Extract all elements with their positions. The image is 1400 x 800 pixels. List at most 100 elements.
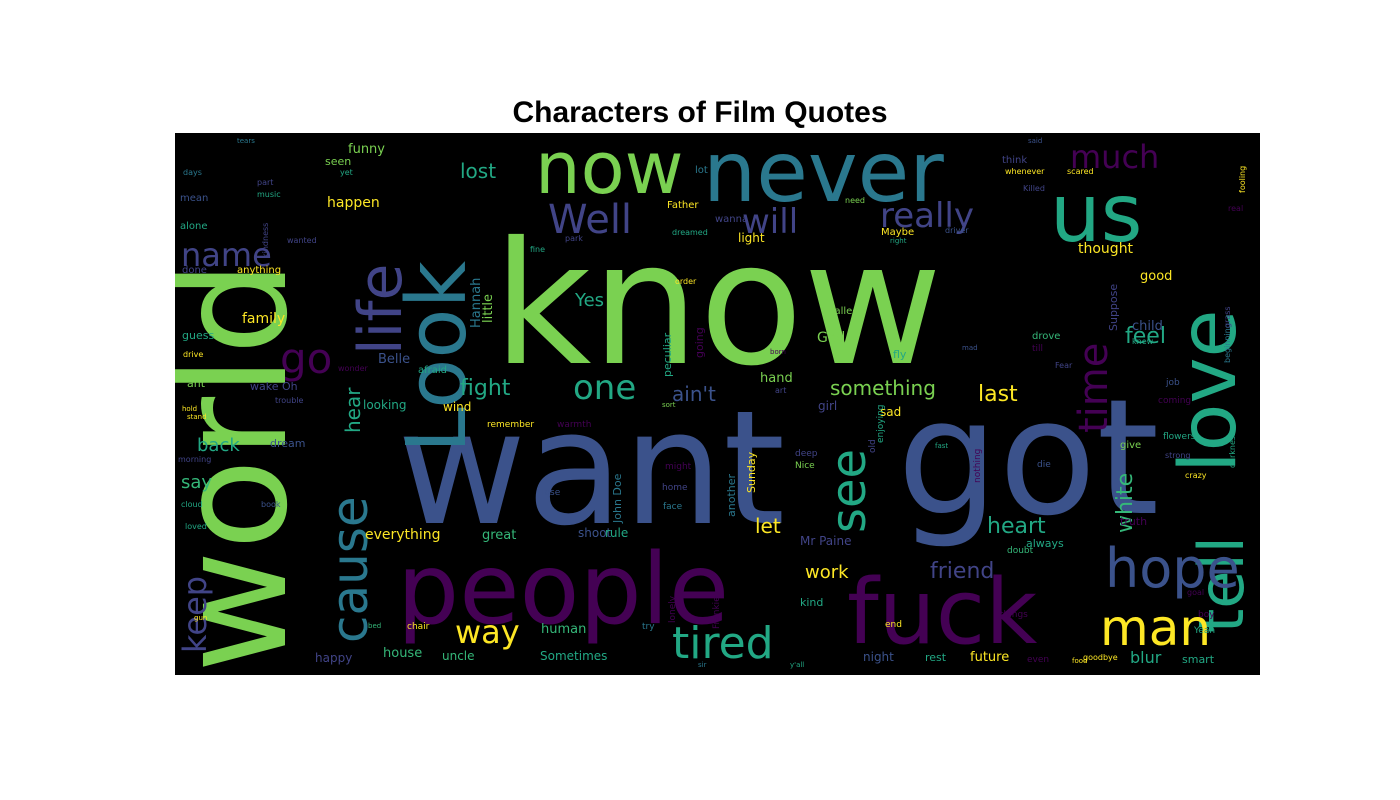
chart-title: Characters of Film Quotes xyxy=(512,96,888,129)
word-fooling: fooling xyxy=(1238,166,1247,193)
word-back: back xyxy=(197,435,240,456)
word-job: job xyxy=(1165,378,1180,388)
word-think: think xyxy=(1002,155,1027,166)
word-sunday: Sunday xyxy=(745,451,758,493)
word-peculiar: peculiar xyxy=(661,332,674,377)
word-family: family xyxy=(242,311,285,327)
word-sometimes: Sometimes xyxy=(540,649,607,663)
word-born: born xyxy=(770,348,786,356)
word-die: die xyxy=(1037,460,1051,470)
word-night: night xyxy=(863,650,894,664)
word-kind: kind xyxy=(800,596,823,609)
word-know: know xyxy=(493,206,942,404)
word-happen: happen xyxy=(327,195,380,211)
word-old: old xyxy=(868,439,878,453)
word-fast: fast xyxy=(935,442,948,450)
word-white: white xyxy=(1113,473,1138,533)
word-y-all: y'all xyxy=(790,661,804,669)
word-work: work xyxy=(805,562,849,583)
word-whenever: whenever xyxy=(1005,167,1045,176)
word-might: might xyxy=(665,462,692,472)
word-mr-paine: Mr Paine xyxy=(800,534,851,548)
word-days: days xyxy=(183,168,202,177)
word-even: even xyxy=(1027,655,1049,665)
word-cloud: cloud xyxy=(181,500,203,509)
word-child: child xyxy=(1132,319,1163,334)
word-driver: driver xyxy=(945,226,969,235)
word-enjoying: enjoying xyxy=(876,405,886,444)
word-rule: rule xyxy=(605,526,628,540)
word-belle: Belle xyxy=(378,352,410,367)
word-time: time xyxy=(1071,343,1117,433)
word-look: Look xyxy=(390,260,485,453)
word-going: going xyxy=(693,327,706,358)
word-morning: morning xyxy=(178,455,211,464)
word-keep: keep xyxy=(176,576,214,653)
word-funny: funny xyxy=(348,142,385,157)
word-much: much xyxy=(1070,138,1159,176)
word-mad: mad xyxy=(962,344,978,352)
word-kindness: kindness xyxy=(261,223,270,258)
word-sad: sad xyxy=(880,405,901,419)
word-knew: knew xyxy=(1132,337,1154,346)
word-love: love xyxy=(1164,309,1254,473)
word-suppose: Suppose xyxy=(1107,284,1120,331)
word-trouble: trouble xyxy=(275,396,304,405)
word-sir: sir xyxy=(698,661,707,669)
word-fly: fly xyxy=(893,348,907,361)
word-go: go xyxy=(280,334,332,383)
word-everything: everything xyxy=(365,527,441,543)
word-smart: smart xyxy=(1182,653,1215,666)
word-called: called xyxy=(829,306,859,317)
word-tears: tears xyxy=(237,137,255,145)
word-flowers: flowers xyxy=(1163,432,1196,442)
word-yet: yet xyxy=(340,168,353,177)
word-anything: anything xyxy=(237,265,281,276)
word-wanna: wanna xyxy=(715,214,748,225)
word-dream: dream xyxy=(270,437,306,450)
word-hold: hold xyxy=(182,405,197,413)
word-face: face xyxy=(663,502,683,512)
word-yeah: Yeah xyxy=(1193,626,1215,636)
word-thought: thought xyxy=(1078,241,1134,257)
word-boy: boy xyxy=(1198,610,1215,620)
word-last: last xyxy=(978,382,1018,407)
word-goodbye: goodbye xyxy=(1083,653,1118,662)
word-nothing: nothing xyxy=(973,449,983,483)
word-one: one xyxy=(573,368,636,408)
word-lost: lost xyxy=(460,159,496,183)
word-fight: fight xyxy=(460,376,511,401)
word-wind: wind xyxy=(443,400,471,414)
word-goal: goal xyxy=(1187,588,1204,597)
word-cause: cause xyxy=(321,496,379,643)
word-park: park xyxy=(565,234,583,243)
word-sort: sort xyxy=(662,401,676,409)
word-shoot: shoot xyxy=(578,526,612,540)
word-great: great xyxy=(482,528,516,543)
word-dreamed: dreamed xyxy=(672,228,708,237)
word-john-doe: John Doe xyxy=(611,473,624,524)
word-deep: deep xyxy=(795,449,818,459)
word-tired: tired xyxy=(672,618,774,669)
word-try: try xyxy=(642,622,655,632)
word-ant: ant xyxy=(187,377,206,390)
word-nice: Nice xyxy=(795,461,815,471)
word-till: till xyxy=(1032,344,1043,354)
word-happy: happy xyxy=(315,651,352,665)
word-wanted: wanted xyxy=(287,236,317,245)
word-give: give xyxy=(1120,440,1141,451)
word-always: always xyxy=(1026,537,1064,550)
word-say: say xyxy=(181,472,212,493)
word-people: people xyxy=(397,533,729,647)
word-now: now xyxy=(535,133,684,210)
word-hope: hope xyxy=(1105,537,1240,600)
word-looking: looking xyxy=(363,398,407,412)
word-art: art xyxy=(775,386,786,395)
word-need: need xyxy=(845,196,865,205)
word-lot: lot xyxy=(695,165,708,176)
word-grass: grass xyxy=(1223,306,1232,328)
word-stand: stand xyxy=(187,413,207,421)
word-friend: friend xyxy=(930,559,994,584)
word-father: Father xyxy=(667,200,699,211)
